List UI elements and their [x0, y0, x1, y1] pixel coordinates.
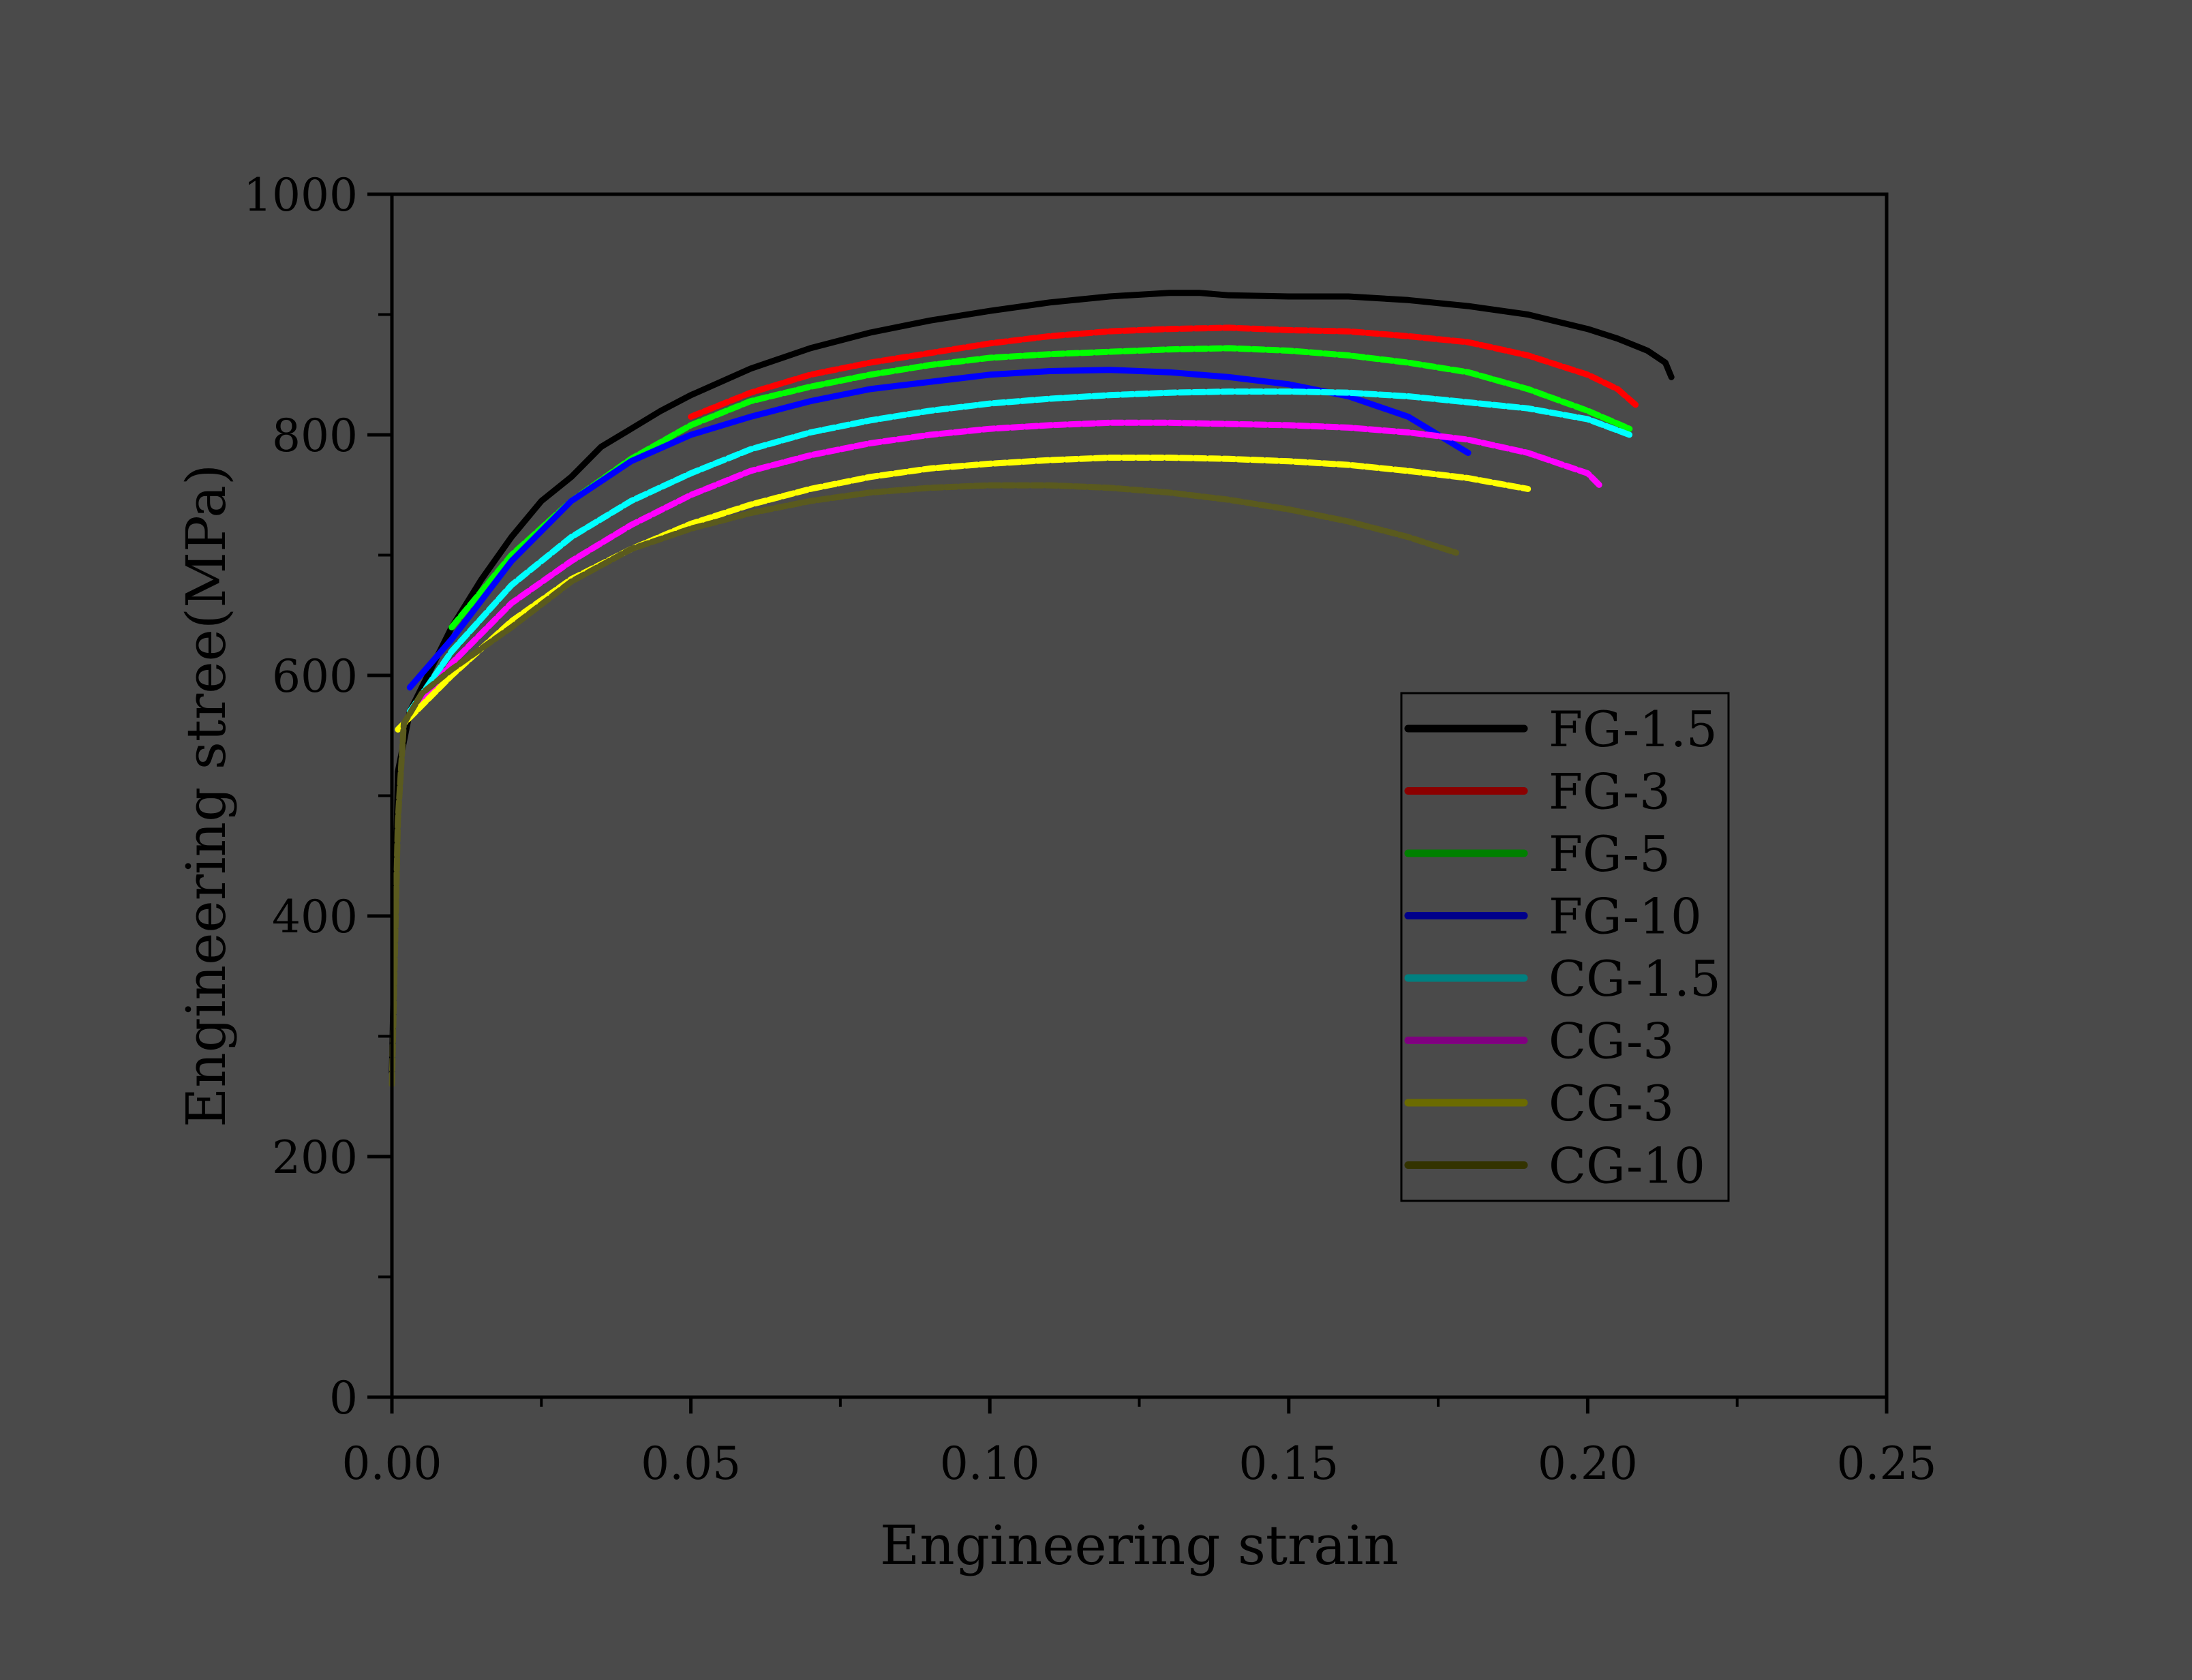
- series-line-4: [406, 367, 1472, 691]
- legend-label: CG-3: [1549, 1013, 1674, 1070]
- axes: 0.00 0.05 0.10 0.15 0.20 0.25 0 200 400 600 800 100…: [243, 169, 1936, 1490]
- x-tick-label: 0.20: [1538, 1437, 1638, 1490]
- x-tick-label: 0.10: [940, 1437, 1040, 1490]
- y-tick-label: 400: [272, 891, 358, 943]
- x-tick-label: 0.25: [1837, 1437, 1937, 1490]
- legend-label: CG-1.5: [1549, 950, 1721, 1007]
- plot-content: [389, 290, 1675, 1088]
- y-tick-label: 0: [329, 1372, 358, 1424]
- y-tick-label: 800: [272, 410, 358, 462]
- series-line-8: [389, 482, 1459, 1088]
- legend-label: FG-1.5: [1549, 701, 1718, 758]
- y-axis-label: Engineering stree(MPa): [174, 464, 238, 1127]
- y-tick-label: 200: [272, 1131, 358, 1184]
- series-line-7: [395, 455, 1532, 733]
- x-tick-label: 0.15: [1238, 1437, 1339, 1490]
- legend-label: FG-10: [1549, 888, 1702, 945]
- x-axis-label: Engineering strain: [880, 1514, 1399, 1577]
- x-tick-label: 0.00: [342, 1437, 442, 1490]
- series-line-3: [448, 345, 1633, 630]
- legend-label: FG-5: [1549, 825, 1671, 883]
- series-line-2: [688, 324, 1639, 420]
- series-line-1: [389, 290, 1675, 1075]
- legend-label: FG-3: [1549, 763, 1671, 821]
- x-tick-label: 0.05: [641, 1437, 741, 1490]
- series-line-5: [406, 388, 1633, 715]
- series-line-6: [401, 419, 1603, 727]
- y-tick-label: 600: [272, 650, 358, 703]
- legend-label: CG-10: [1549, 1137, 1705, 1195]
- y-tick-label: 1000: [243, 169, 358, 222]
- legend-box: [1400, 692, 1730, 1202]
- legend-label: CG-3: [1549, 1075, 1674, 1132]
